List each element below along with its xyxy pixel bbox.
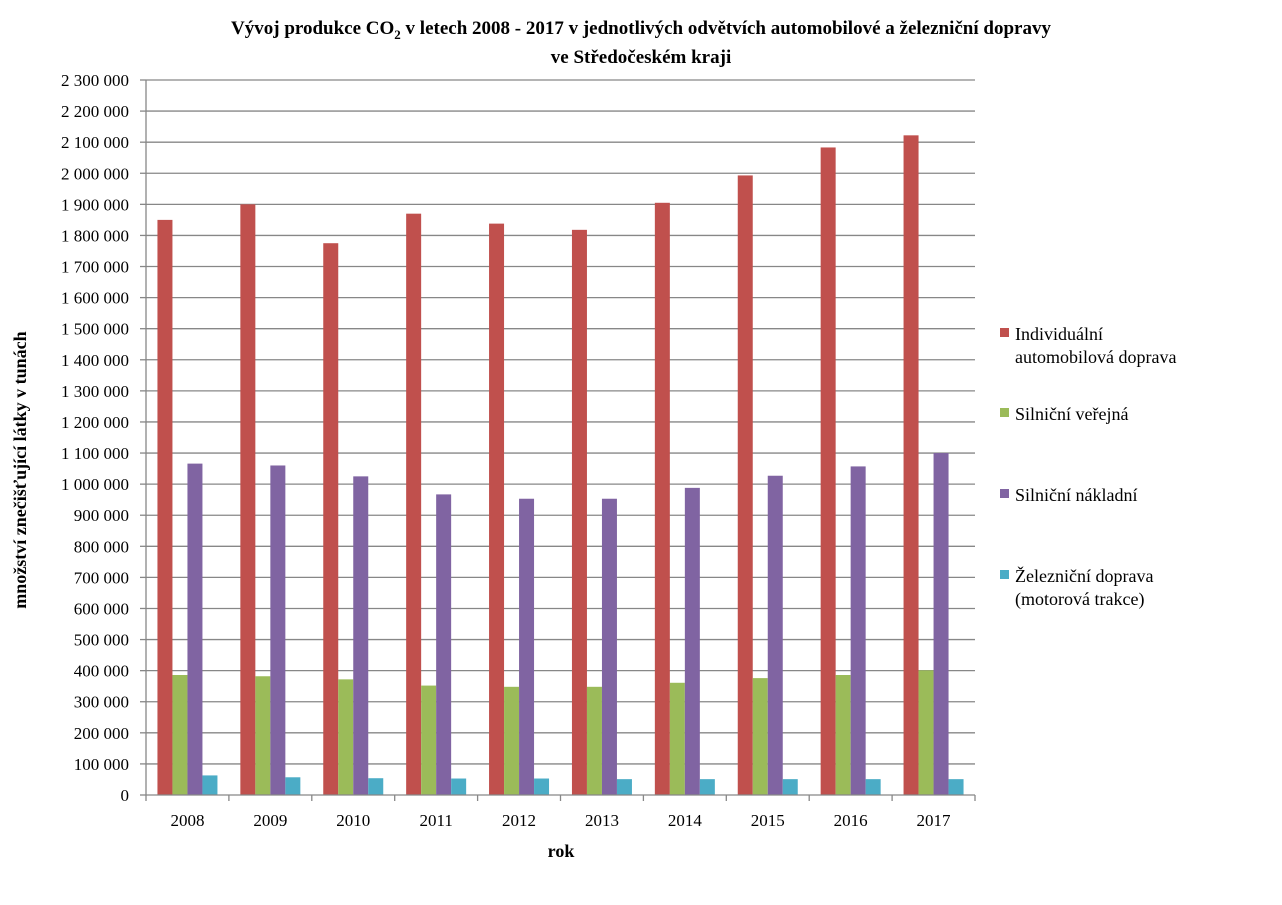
y-tick-label: 600 000 xyxy=(74,599,129,618)
bar xyxy=(586,686,602,795)
bar xyxy=(157,219,173,796)
bar xyxy=(323,243,339,795)
bar xyxy=(782,779,798,795)
y-axis-title: množství znečišťující látky v tunách xyxy=(10,331,30,608)
bar xyxy=(504,686,520,795)
y-tick-label: 1 000 000 xyxy=(61,475,129,494)
chart-title-line-2: ve Středočeském kraji xyxy=(551,47,731,68)
bar xyxy=(519,498,535,795)
y-tick-label: 300 000 xyxy=(74,693,129,712)
x-tick-label: 2015 xyxy=(751,811,785,830)
bar xyxy=(918,670,934,795)
bar xyxy=(684,487,700,795)
bar xyxy=(737,175,753,795)
y-tick-label: 2 000 000 xyxy=(61,164,129,183)
legend: Individuální automobilová doprava Silniční… xyxy=(1000,324,1176,610)
x-tick-label: 2010 xyxy=(336,811,370,830)
legend-label: Silniční nákladní xyxy=(1015,485,1137,505)
axes xyxy=(145,80,975,796)
x-tick-label: 2009 xyxy=(253,811,287,830)
legend-label: automobilová doprava xyxy=(1015,347,1176,367)
x-axis-title: rok xyxy=(548,841,575,861)
bar xyxy=(571,229,587,796)
bar xyxy=(534,778,550,795)
y-tick-label: 500 000 xyxy=(74,631,129,650)
y-tick-label: 2 100 000 xyxy=(61,133,129,152)
bar xyxy=(489,223,505,796)
x-tick-labels: 2008 2009 2010 2011 2012 2013 2014 2015 2016 2017 xyxy=(170,811,951,830)
bar xyxy=(202,775,218,795)
bar xyxy=(338,679,354,795)
bar xyxy=(654,202,670,796)
bar xyxy=(699,779,715,795)
legend-swatch xyxy=(1000,408,1009,417)
legend-swatch xyxy=(1000,570,1009,579)
x-tick-label: 2012 xyxy=(502,811,536,830)
bar xyxy=(601,498,617,795)
bar xyxy=(752,678,768,795)
bars xyxy=(157,135,964,796)
bar xyxy=(240,204,256,795)
legend-label: Individuální xyxy=(1015,324,1103,344)
y-tick-label: 400 000 xyxy=(74,662,129,681)
bar xyxy=(270,465,286,795)
legend-label: Silniční veřejná xyxy=(1015,404,1128,424)
y-tick-labels: 0 100 000 200 000 300 000 400 000 500 000 600 … xyxy=(61,71,129,805)
y-tick-label: 100 000 xyxy=(74,755,129,774)
chart-title-line-1: Vývoj produkce CO2 v letech 2008 - 2017 … xyxy=(231,18,1051,42)
y-tick-label: 1 500 000 xyxy=(61,320,129,339)
bar xyxy=(187,463,203,795)
legend-label: (motorová trakce) xyxy=(1015,589,1144,610)
y-tick-label: 900 000 xyxy=(74,506,129,525)
bar xyxy=(865,779,881,795)
bar xyxy=(948,779,964,795)
legend-label: Železniční doprava xyxy=(1015,565,1153,586)
bar xyxy=(616,779,632,795)
bar xyxy=(669,682,685,795)
bar xyxy=(368,778,384,795)
y-tick-label: 1 300 000 xyxy=(61,382,129,401)
y-tick-label: 1 200 000 xyxy=(61,413,129,432)
bar xyxy=(436,494,452,795)
bar xyxy=(835,675,851,795)
y-tick-label: 1 900 000 xyxy=(61,195,129,214)
bar xyxy=(451,778,467,795)
y-tick-label: 2 300 000 xyxy=(61,71,129,90)
y-tick-label: 1 800 000 xyxy=(61,226,129,245)
x-tick-label: 2008 xyxy=(170,811,204,830)
y-tick-label: 700 000 xyxy=(74,568,129,587)
bar xyxy=(850,466,866,795)
y-tick-label: 1 400 000 xyxy=(61,351,129,370)
bar xyxy=(820,147,836,796)
x-tick-label: 2014 xyxy=(668,811,703,830)
bar xyxy=(172,675,188,795)
chart-title-subscript: 2 xyxy=(394,27,401,42)
x-tick-label: 2016 xyxy=(834,811,868,830)
y-tick-label: 1 600 000 xyxy=(61,289,129,308)
y-tick-label: 2 200 000 xyxy=(61,102,129,121)
legend-swatch xyxy=(1000,489,1009,498)
y-tick-label: 1 100 000 xyxy=(61,444,129,463)
y-tick-label: 800 000 xyxy=(74,537,129,556)
chart-title-prefix: Vývoj produkce CO xyxy=(231,18,394,39)
bar xyxy=(421,685,437,795)
bar xyxy=(285,777,301,795)
bar xyxy=(406,213,422,795)
x-tick-label: 2013 xyxy=(585,811,619,830)
y-tick-label: 0 xyxy=(121,786,130,805)
y-tick-label: 200 000 xyxy=(74,724,129,743)
bar xyxy=(903,135,919,795)
chart-title-suffix: v letech 2008 - 2017 v jednotlivých odvě… xyxy=(401,18,1052,39)
x-tick-label: 2017 xyxy=(917,811,952,830)
y-tick-label: 1 700 000 xyxy=(61,258,129,277)
bar xyxy=(933,453,949,795)
x-tick-label: 2011 xyxy=(419,811,452,830)
bar xyxy=(255,676,271,795)
legend-swatch xyxy=(1000,328,1009,337)
bar xyxy=(767,475,783,795)
bar xyxy=(353,476,369,795)
